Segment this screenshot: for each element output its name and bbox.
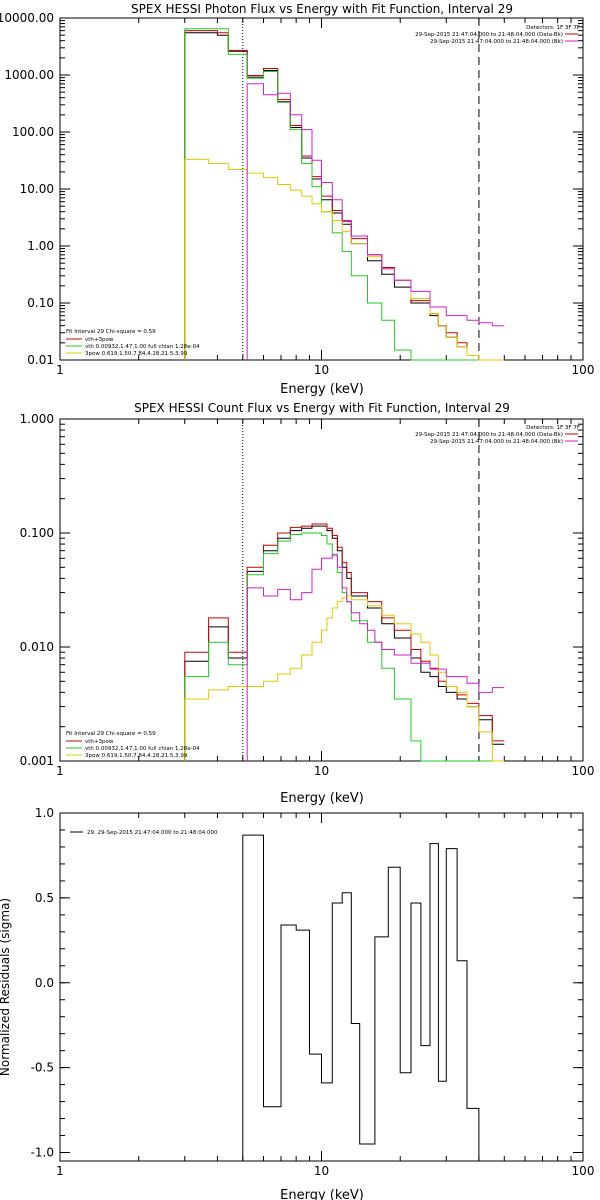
y-tick-label: 0.10 bbox=[27, 296, 54, 310]
spectrum-series-2 bbox=[184, 28, 505, 361]
spectrum-series-1 bbox=[184, 30, 505, 361]
y-tick-label: -1.0 bbox=[31, 1146, 54, 1160]
x-tick-label: 100 bbox=[572, 764, 595, 778]
y-tick-label: 100.00 bbox=[12, 125, 54, 139]
x-tick-label: 10 bbox=[314, 1164, 329, 1178]
x-tick-label: 1 bbox=[56, 363, 64, 377]
photon-flux-panel: SPEX HESSI Photon Flux vs Energy with Fi… bbox=[0, 2, 594, 397]
svg-text:Detectors: 1F 3F 7F: Detectors: 1F 3F 7F bbox=[526, 25, 580, 31]
chart-title: SPEX HESSI Photon Flux vs Energy with Fi… bbox=[131, 2, 513, 16]
svg-text:29-Sep-2015 21:47:04.000 to 21: 29-Sep-2015 21:47:04.000 to 21:48:04.000… bbox=[430, 439, 563, 445]
svg-text:Fit Interval 29 Chi-square: Fit Interval 29 Chi-square = 0.59 bbox=[66, 329, 156, 335]
svg-text:29. 29-Sep-2015 21:47:04.000 t: 29. 29-Sep-2015 21:47:04.000 to 21:48:04… bbox=[87, 830, 218, 836]
x-tick-label: 1 bbox=[56, 1164, 64, 1178]
count-flux-panel: SPEX HESSI Count Flux vs Energy with Fit… bbox=[20, 401, 595, 806]
svg-text:29-Sep-2015 21:47:04.000 to 21: 29-Sep-2015 21:47:04.000 to 21:48:04.000… bbox=[430, 39, 563, 45]
y-tick-label: 0.5 bbox=[35, 891, 54, 905]
plot-frame bbox=[59, 418, 584, 762]
fit-range-markers bbox=[242, 18, 480, 360]
spectrum-series-1 bbox=[184, 523, 505, 761]
y-tick-label: 1000.00 bbox=[4, 68, 54, 82]
x-axis-label: Energy (keV) bbox=[280, 382, 364, 397]
spectrum-series-3 bbox=[184, 158, 505, 361]
spectrum-series-0 bbox=[184, 525, 505, 761]
x-axis-label: Energy (keV) bbox=[280, 1188, 364, 1200]
svg-text:29-Sep-2015 21:47:04.000 to 21: 29-Sep-2015 21:47:04.000 to 21:48:04.000… bbox=[415, 32, 563, 38]
y-tick-label: 10000.00 bbox=[0, 11, 54, 25]
y-axis-label: Normalized Residuals (sigma) bbox=[0, 898, 12, 1076]
svg-text:3pow 0.619,1.50,7.84,4.28,21.5: 3pow 0.619,1.50,7.84,4.28,21.5,3.99 bbox=[85, 351, 188, 357]
y-tick-label: 1.000 bbox=[20, 412, 54, 426]
fit-range-markers bbox=[242, 419, 480, 761]
legend-top-right: Detectors: 1F 3F 7F 29-Sep-2015 21:47:04… bbox=[415, 425, 580, 445]
residuals-panel: 1 10 100 -1.0 -0.5 0.0 0.5 1.0 Energy (keV) Nor… bbox=[0, 806, 594, 1200]
y-tick-label: 10.00 bbox=[20, 182, 54, 196]
svg-text:Detectors: 1F 3F 7F: Detectors: 1F 3F 7F bbox=[526, 425, 580, 431]
chart-title: SPEX HESSI Count Flux vs Energy with Fit… bbox=[134, 401, 510, 415]
svg-text:vth 0.00932,1.47,1.00 full ch: vth 0.00932,1.47,1.00 full chian 1.28e-0… bbox=[85, 746, 200, 752]
svg-text:vth+3pow: vth+3pow bbox=[85, 739, 114, 745]
y-tick-label: 1.0 bbox=[35, 806, 54, 820]
spectrum-series-3 bbox=[184, 595, 505, 762]
y-tick-label: 0.0 bbox=[35, 976, 54, 990]
x-tick-label: 10 bbox=[314, 363, 329, 377]
spectrum-series-0 bbox=[184, 32, 505, 361]
y-tick-label: 0.100 bbox=[20, 526, 54, 540]
x-axis-label: Energy (keV) bbox=[280, 791, 364, 806]
residual-series bbox=[242, 834, 480, 1161]
y-tick-label: 1.00 bbox=[27, 239, 54, 253]
svg-text:29-Sep-2015 21:47:04.000 to 21: 29-Sep-2015 21:47:04.000 to 21:48:04.000… bbox=[415, 432, 563, 438]
y-tick-label: 0.001 bbox=[20, 754, 54, 768]
x-tick-label: 100 bbox=[572, 363, 595, 377]
data-series bbox=[184, 523, 505, 762]
legend-bottom-left: Fit Interval 29 Chi-square = 0.59 vth+3p… bbox=[66, 731, 200, 759]
y-tick-label: -0.5 bbox=[31, 1061, 54, 1075]
svg-text:vth+3pow: vth+3pow bbox=[85, 337, 114, 343]
residual-legend: 29. 29-Sep-2015 21:47:04.000 to 21:48:04… bbox=[70, 830, 218, 836]
data-series bbox=[242, 834, 480, 1161]
svg-text:Fit Interval 29 Chi-square: Fit Interval 29 Chi-square = 0.59 bbox=[66, 731, 156, 737]
spectrum-series-2 bbox=[184, 532, 505, 762]
axis-ticks: 1 10 100 0.01 0.10 1.00 10.00 100.00 1000.00 1000… bbox=[0, 11, 594, 377]
axis-ticks: 1 10 100 0.001 0.010 0.100 1.000 bbox=[20, 412, 595, 778]
legend-bottom-left: Fit Interval 29 Chi-square = 0.59 vth+3p… bbox=[66, 329, 200, 357]
x-tick-label: 100 bbox=[572, 1164, 595, 1178]
y-tick-label: 0.01 bbox=[27, 353, 54, 367]
x-tick-label: 1 bbox=[56, 764, 64, 778]
axis-ticks: 1 10 100 -1.0 -0.5 0.0 0.5 1.0 bbox=[31, 806, 595, 1178]
y-tick-label: 0.010 bbox=[20, 640, 54, 654]
data-series bbox=[184, 28, 505, 361]
x-tick-label: 10 bbox=[314, 764, 329, 778]
legend-top-right: Detectors: 1F 3F 7F 29-Sep-2015 21:47:04… bbox=[415, 25, 580, 45]
spectrum-series-4 bbox=[246, 553, 505, 761]
plot-frame bbox=[59, 812, 584, 1162]
svg-text:3pow 0.619,1.50,7.84,4.28,21.5: 3pow 0.619,1.50,7.84,4.28,21.5,3.99 bbox=[85, 753, 188, 759]
spectrum-series-4 bbox=[246, 83, 505, 360]
svg-text:vth 0.00932,1.47,1.00 full ch: vth 0.00932,1.47,1.00 full chian 1.28e-0… bbox=[85, 344, 200, 350]
